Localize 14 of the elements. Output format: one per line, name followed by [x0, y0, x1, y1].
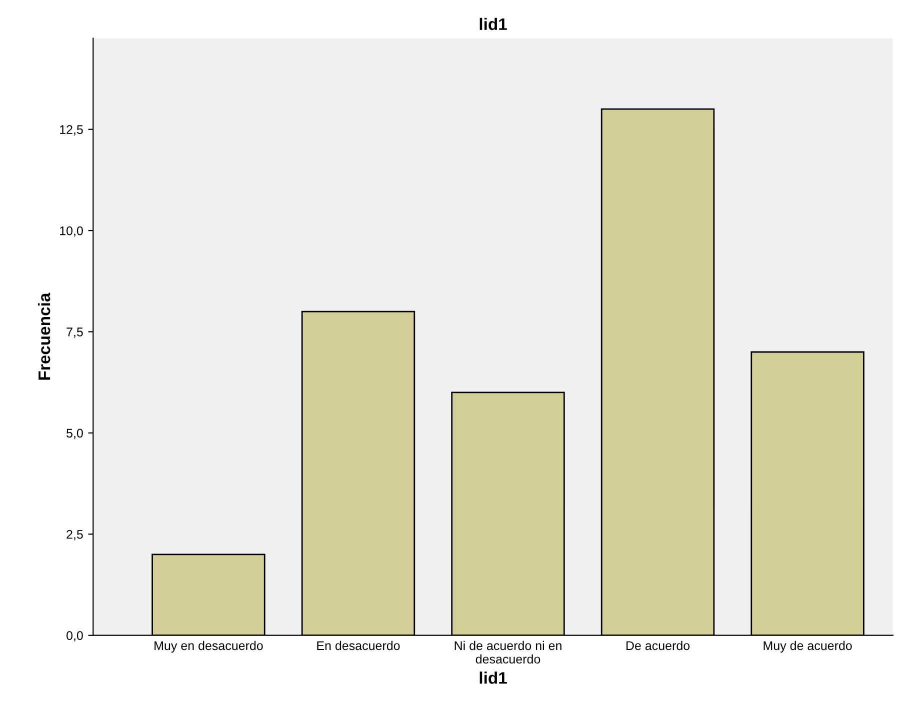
y-tick-label: 10,0: [60, 226, 83, 237]
y-tick-label: 12,5: [60, 125, 83, 136]
y-tick-label: 7,5: [66, 328, 83, 338]
x-tick-label: Muy en desacuerdo: [154, 640, 263, 653]
x-tick-label: En desacuerdo: [317, 640, 400, 650]
x-tick-label: De acuerdo: [626, 640, 690, 650]
x-tick-label: Ni de acuerdo ni en desacuerdo: [454, 640, 562, 664]
x-tick-label: Muy de acuerdo: [764, 640, 852, 653]
y-axis-title: Frecuencia: [38, 292, 50, 380]
y-tick-label: 0,0: [66, 631, 83, 642]
x-axis-title: lid1: [480, 672, 507, 684]
chart-title: lid1: [480, 18, 507, 30]
y-tick-label: 2,5: [66, 530, 83, 540]
y-tick-label: 5,0: [66, 428, 83, 440]
